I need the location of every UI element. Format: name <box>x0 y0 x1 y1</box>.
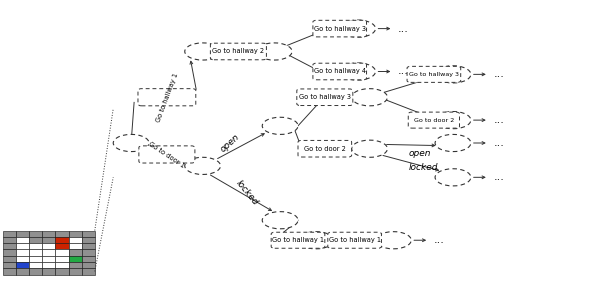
Text: ...: ... <box>434 235 445 245</box>
Circle shape <box>435 134 471 152</box>
Text: Go to door 2: Go to door 2 <box>414 118 454 123</box>
Bar <box>55 262 69 268</box>
Text: Go to hallway 2: Go to hallway 2 <box>212 49 265 54</box>
Bar <box>55 237 69 243</box>
Bar <box>42 268 55 275</box>
Bar <box>3 237 16 243</box>
Circle shape <box>262 117 298 134</box>
Text: Go to hallway 3: Go to hallway 3 <box>409 72 459 77</box>
Bar <box>82 256 95 262</box>
Text: ...: ... <box>493 172 504 182</box>
FancyBboxPatch shape <box>313 63 367 80</box>
Bar <box>42 243 55 249</box>
Circle shape <box>352 89 387 106</box>
FancyBboxPatch shape <box>408 112 460 128</box>
Bar <box>3 243 16 249</box>
Bar <box>29 262 42 268</box>
FancyBboxPatch shape <box>298 140 352 157</box>
Text: Go to hallway 3: Go to hallway 3 <box>299 94 351 100</box>
Circle shape <box>256 43 292 60</box>
Bar <box>16 249 29 256</box>
Bar <box>16 237 29 243</box>
Text: open: open <box>218 132 241 154</box>
Text: Go to door 1: Go to door 1 <box>148 140 186 168</box>
Bar <box>3 262 16 268</box>
FancyBboxPatch shape <box>271 232 325 248</box>
Text: open: open <box>408 148 431 158</box>
Circle shape <box>375 232 411 249</box>
Circle shape <box>435 169 471 186</box>
Bar <box>55 256 69 262</box>
FancyBboxPatch shape <box>313 20 367 37</box>
Bar <box>3 231 16 237</box>
Bar <box>42 231 55 237</box>
Bar <box>29 256 42 262</box>
Text: locked: locked <box>408 163 437 172</box>
Circle shape <box>340 63 375 80</box>
Bar <box>16 262 29 268</box>
Circle shape <box>340 20 375 37</box>
Bar <box>29 231 42 237</box>
Bar <box>55 249 69 256</box>
Bar <box>55 268 69 275</box>
Bar <box>55 231 69 237</box>
Text: Go to hallway 3: Go to hallway 3 <box>313 26 366 31</box>
Bar <box>82 249 95 256</box>
FancyBboxPatch shape <box>210 43 266 60</box>
Text: Go to door 2: Go to door 2 <box>304 146 346 152</box>
FancyBboxPatch shape <box>297 89 353 106</box>
Text: Go to hallway 1: Go to hallway 1 <box>328 237 381 243</box>
Text: ...: ... <box>398 24 409 33</box>
Bar <box>82 262 95 268</box>
Bar <box>29 249 42 256</box>
FancyBboxPatch shape <box>328 232 381 248</box>
Bar <box>42 262 55 268</box>
Bar <box>16 256 29 262</box>
Bar <box>69 243 82 249</box>
Bar <box>69 268 82 275</box>
Bar <box>16 268 29 275</box>
FancyBboxPatch shape <box>138 89 195 106</box>
Text: ...: ... <box>398 67 409 76</box>
Bar <box>69 262 82 268</box>
Text: Go to hallway 4: Go to hallway 4 <box>313 69 366 74</box>
Bar <box>3 256 16 262</box>
Circle shape <box>262 212 298 229</box>
Circle shape <box>435 112 471 129</box>
Bar <box>42 256 55 262</box>
Circle shape <box>298 232 334 249</box>
Bar <box>29 237 42 243</box>
Text: ...: ... <box>493 69 504 79</box>
Bar <box>29 268 42 275</box>
FancyBboxPatch shape <box>139 146 195 163</box>
Bar <box>82 231 95 237</box>
Circle shape <box>185 43 221 60</box>
Bar <box>82 243 95 249</box>
Text: ...: ... <box>493 115 504 125</box>
Text: Go to hallway 1: Go to hallway 1 <box>272 237 324 243</box>
Bar <box>69 256 82 262</box>
Bar <box>82 268 95 275</box>
Bar <box>69 231 82 237</box>
Bar <box>82 237 95 243</box>
Text: ...: ... <box>493 138 504 148</box>
Circle shape <box>113 134 149 152</box>
Circle shape <box>352 140 387 157</box>
Bar <box>3 268 16 275</box>
Bar <box>16 231 29 237</box>
Text: locked: locked <box>234 179 260 207</box>
Bar <box>3 249 16 256</box>
Bar <box>16 243 29 249</box>
Circle shape <box>435 66 471 83</box>
Bar <box>42 249 55 256</box>
Bar <box>42 237 55 243</box>
Text: Go to hallway 1: Go to hallway 1 <box>155 72 179 123</box>
FancyBboxPatch shape <box>407 66 461 82</box>
Bar <box>29 243 42 249</box>
Circle shape <box>185 157 221 174</box>
Bar <box>69 237 82 243</box>
Bar <box>55 243 69 249</box>
Bar <box>69 249 82 256</box>
